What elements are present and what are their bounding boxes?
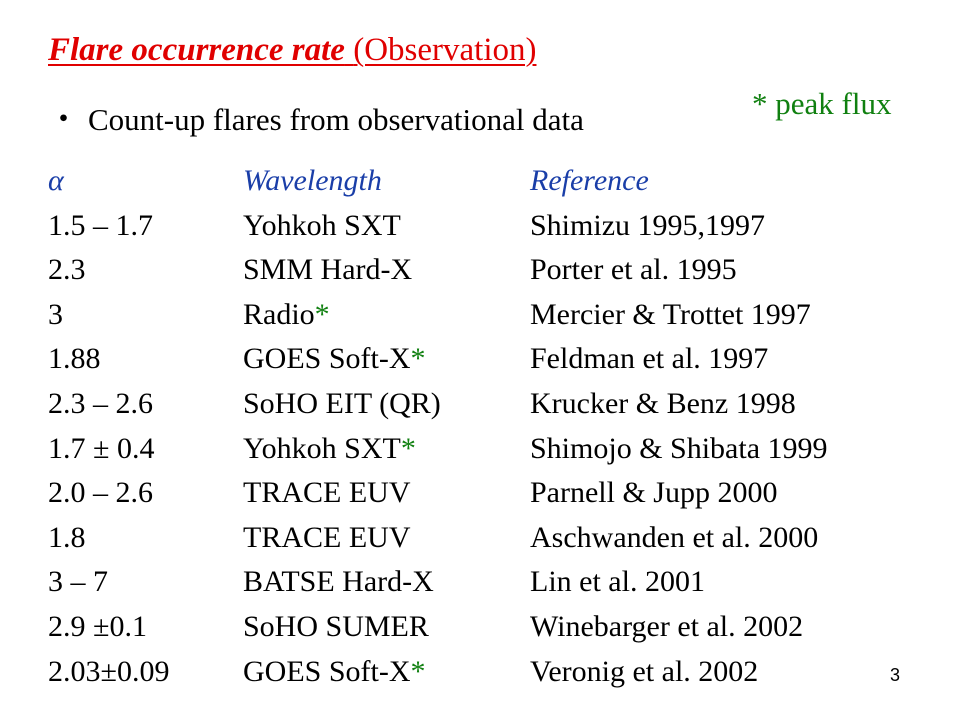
wavelength: SMM Hard-X [243,253,413,287]
wavelength-cell: GOES Soft-X* [243,654,426,688]
bullet: ・ Count-up flares from observational data [48,104,584,135]
reference-cell: Aschwanden et al. 2000 [530,520,819,554]
alpha-cell: 2.0 – 2.6 [48,476,153,510]
reference-cell: Lin et al. 2001 [530,565,705,599]
alpha-cell: 3 – 7 [48,565,108,599]
wavelength: TRACE EUV [243,476,411,510]
reference-cell: Shimizu 1995,1997 [530,208,766,242]
table-header: α [48,164,64,197]
wavelength-cell: Radio* [243,297,330,331]
wavelength-cell: Yohkoh SXT [243,208,401,242]
alpha-cell: 2.3 – 2.6 [48,387,153,420]
wavelength-cell: SoHO EIT (QR) [243,389,441,419]
alpha-cell: 1.8 [48,520,86,554]
alpha-cell: 1.7 ± 0.4 [48,431,155,465]
wavelength: Radio [243,297,315,331]
reference-cell: Winebarger et al. 2002 [530,610,804,643]
reference-cell: Mercier & Trottet 1997 [530,297,811,331]
wavelength: GOES Soft-X [243,342,411,376]
peak-flux-mark: * [314,297,330,331]
wavelength-cell: SMM Hard-X [243,255,412,285]
wavelength-cell: SoHO SUMER [243,612,429,642]
table-header: Wavelength [243,164,382,197]
reference-cell: Shimojo & Shibata 1999 [530,431,828,465]
peak-flux-mark: * [400,431,416,465]
title-main: Flare occurrence rate [48,32,345,68]
wavelength-cell: BATSE Hard-X [243,567,434,597]
wavelength-cell: TRACE EUV [243,478,411,508]
peak-flux-mark: * [410,654,426,688]
wavelength: Yohkoh SXT [243,431,401,465]
alpha-cell: 2.9 ±0.1 [48,610,147,643]
title-sub: (Observation) [353,32,537,68]
wavelength: BATSE Hard-X [243,565,434,599]
wavelength: GOES Soft-X [243,654,411,688]
reference-cell: Porter et al. 1995 [530,253,737,287]
reference-cell: Veronig et al. 2002 [530,654,759,688]
wavelength: SoHO EIT (QR) [243,387,441,420]
bullet-text: Count-up flares from observational data [88,102,584,137]
wavelength-cell: GOES Soft-X* [243,344,426,374]
reference-cell: Feldman et al. 1997 [530,342,769,376]
page-number: 3 [890,665,901,685]
reference-cell: Parnell & Jupp 2000 [530,476,778,510]
alpha-cell: 1.88 [48,342,101,376]
note: * peak flux [752,86,892,121]
reference-cell: Krucker & Benz 1998 [530,387,796,420]
alpha-cell: 2.03±0.09 [48,654,170,688]
wavelength-cell: TRACE EUV [243,520,411,554]
alpha-cell: 2.3 [48,253,86,287]
wavelength: SoHO SUMER [243,610,429,643]
alpha-cell: 1.5 – 1.7 [48,208,153,242]
table-header: Reference [530,164,649,197]
wavelength: Yohkoh SXT [243,208,401,242]
bullet-symbol: ・ [48,102,79,137]
wavelength: TRACE EUV [243,520,411,554]
alpha-cell: 3 [48,297,63,331]
peak-flux-mark: * [410,342,426,376]
slide-title: Flare occurrence rate (Observation) [48,34,536,67]
wavelength-cell: Yohkoh SXT* [243,431,416,465]
